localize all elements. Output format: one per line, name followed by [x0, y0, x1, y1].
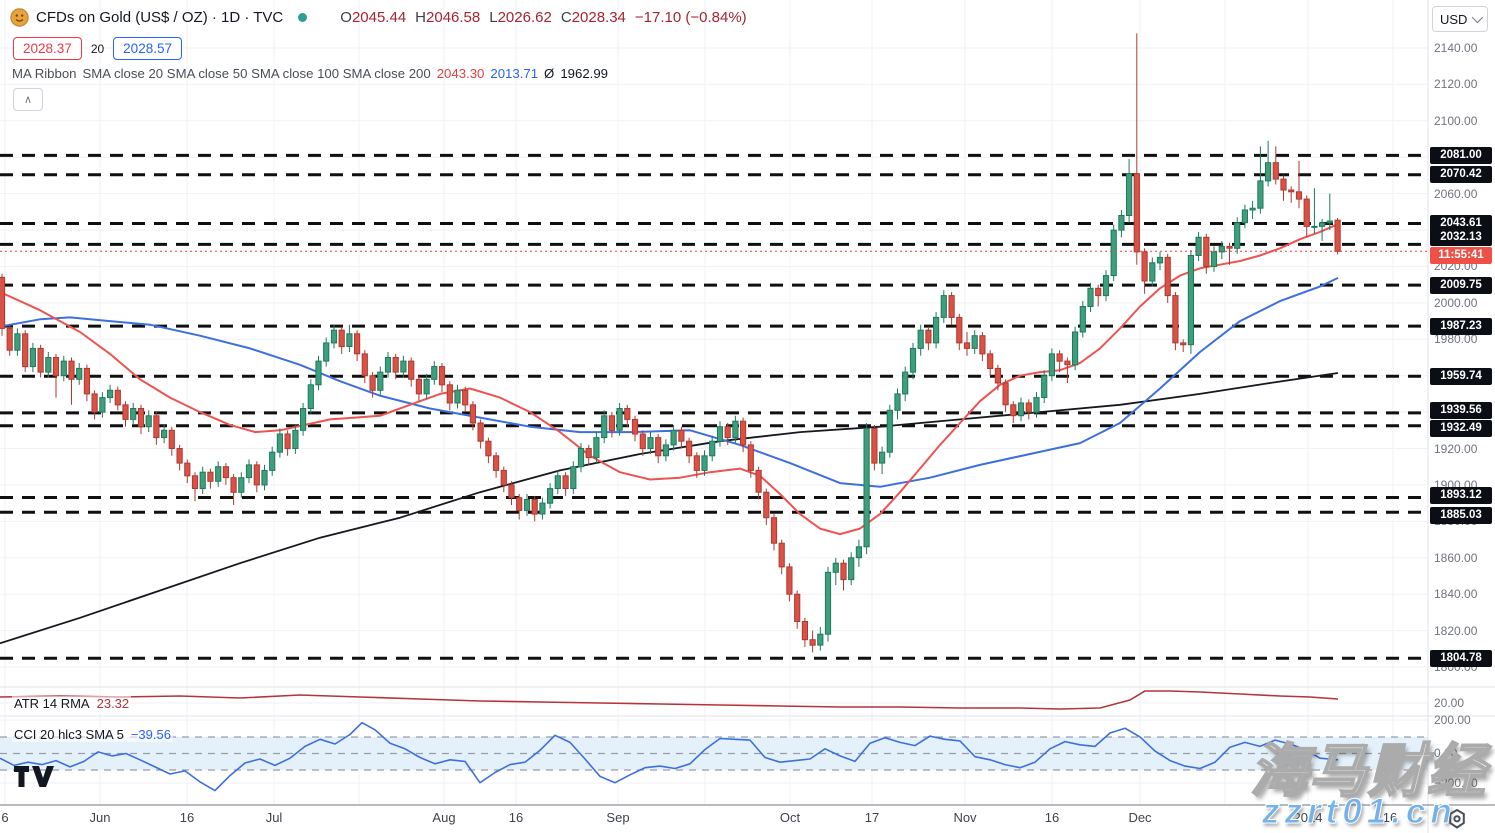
ohlc-values: O2045.44 H2046.58 L2026.62 C2028.34 −17.… [340, 9, 747, 26]
indicator-name: MA Ribbon [12, 66, 77, 81]
time-axis-label: Jul [265, 810, 283, 825]
time-axis-label: 16 [179, 810, 195, 825]
change-value: −17.10 (−0.84%) [634, 9, 747, 26]
sell-button[interactable]: 2028.37 [13, 37, 82, 60]
time-axis-label: 16 [1044, 810, 1060, 825]
chevron-down-icon [1471, 11, 1484, 24]
time-axis-label: 16 [1382, 810, 1398, 825]
symbol-title[interactable]: CFDs on Gold (US$ / OZ) · 1D · TVC [36, 9, 284, 26]
ma50-value: 2013.71 [490, 66, 539, 81]
currency-select[interactable]: USD [1432, 6, 1488, 32]
symbol-legend: CFDs on Gold (US$ / OZ) · 1D · TVC O2045… [10, 8, 747, 27]
time-axis-label: Oct [779, 810, 801, 825]
currency-value: USD [1440, 11, 1468, 27]
tradingview-logo[interactable] [14, 766, 54, 788]
time-axis-label: 16 [508, 810, 524, 825]
time-axis-label: 2024 [1293, 810, 1323, 825]
gear-icon[interactable] [1446, 808, 1468, 830]
indicator-params: SMA close 20 SMA close 50 SMA close 100 … [82, 66, 431, 81]
atr-label: ATR 14 RMA [14, 696, 90, 711]
cci-label: CCI 20 hlc3 SMA 5 [14, 727, 124, 742]
atr-value: 23.32 [96, 696, 130, 711]
time-axis-label: Jun [89, 810, 111, 825]
time-axis-label: 17 [864, 810, 880, 825]
gold-coin-icon [10, 8, 29, 27]
time-axis-label: Nov [953, 810, 977, 825]
ma-ribbon-legend[interactable]: MA Ribbon SMA close 20 SMA close 50 SMA … [12, 66, 608, 81]
time-axis-label: 6 [1, 810, 9, 825]
time-axis-label: Sep [606, 810, 630, 825]
buy-button[interactable]: 2028.57 [113, 37, 182, 60]
atr-legend[interactable]: ATR 14 RMA 23.32 [12, 696, 132, 711]
time-axis-label: Aug [432, 810, 456, 825]
cci-value: −39.56 [130, 727, 171, 742]
ma-avg-prefix: Ø [544, 66, 555, 81]
spread-value: 20 [90, 41, 105, 56]
time-axis-label: Dec [1128, 810, 1152, 825]
cci-legend[interactable]: CCI 20 hlc3 SMA 5 −39.56 [12, 727, 173, 742]
collapse-legend-button[interactable]: ∧ [13, 88, 43, 111]
market-status-icon[interactable] [298, 13, 308, 22]
ma20-value: 2043.30 [436, 66, 485, 81]
ma-avg-value: 1962.99 [560, 66, 608, 81]
trade-buttons: 2028.37 20 2028.57 [13, 37, 182, 60]
